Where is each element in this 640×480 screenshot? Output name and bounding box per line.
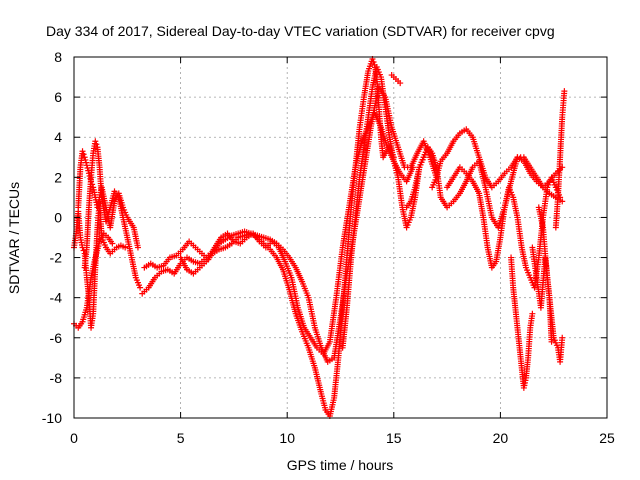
x-tick-label: 5	[177, 430, 185, 446]
series-trace-4	[71, 230, 116, 331]
data-point	[137, 284, 144, 291]
data-point	[109, 240, 116, 247]
series-trace-8	[339, 64, 440, 351]
data-point	[80, 151, 87, 158]
data-point	[529, 310, 536, 317]
data-point	[548, 338, 555, 345]
series-trace-1	[71, 198, 129, 331]
y-tick-label: 4	[54, 129, 62, 145]
chart-title: Day 334 of 2017, Sidereal Day-to-day VTE…	[46, 23, 555, 39]
y-tick-label: -2	[50, 250, 63, 266]
data-point	[559, 334, 566, 341]
series-trace-13	[508, 254, 536, 391]
data-point	[92, 138, 99, 145]
y-tick-label: 0	[54, 209, 62, 225]
x-tick-label: 10	[279, 430, 295, 446]
axis-ticks: 0 5 10 15 20 25 -10 -8 -6 -4 -2 0 2 4 6 8	[42, 49, 615, 446]
data-point	[559, 198, 566, 205]
data-point	[93, 141, 100, 148]
data-points	[71, 56, 568, 419]
plot-frame	[73, 56, 608, 419]
series-trace-16	[535, 204, 555, 345]
series-trace-6	[141, 110, 416, 357]
series-trace-9	[388, 72, 404, 87]
x-tick-label: 20	[493, 430, 509, 446]
series-trace-7	[177, 84, 440, 365]
data-point	[559, 164, 566, 171]
x-tick-label: 0	[70, 430, 78, 446]
x-tick-label: 25	[599, 430, 615, 446]
y-tick-label: -4	[50, 290, 63, 306]
data-point	[134, 244, 141, 251]
data-point	[397, 80, 404, 87]
series-trace-15	[552, 88, 568, 231]
data-point	[370, 59, 377, 66]
y-tick-label: -6	[50, 330, 63, 346]
y-tick-label: 8	[54, 49, 62, 65]
data-point	[561, 88, 568, 95]
y-axis-label: SDTVAR / TECUs	[6, 182, 22, 294]
x-tick-label: 15	[386, 430, 402, 446]
data-point	[122, 244, 129, 251]
y-tick-label: -10	[42, 410, 62, 426]
y-tick-label: 6	[54, 89, 62, 105]
y-tick-label: -8	[50, 370, 63, 386]
data-point	[82, 156, 89, 163]
data-point	[83, 159, 90, 166]
data-point	[83, 162, 90, 169]
data-point	[81, 154, 88, 161]
x-axis-label: GPS time / hours	[287, 457, 394, 473]
data-point	[79, 148, 86, 155]
y-tick-label: 2	[54, 169, 62, 185]
series-trace-3	[81, 138, 144, 291]
